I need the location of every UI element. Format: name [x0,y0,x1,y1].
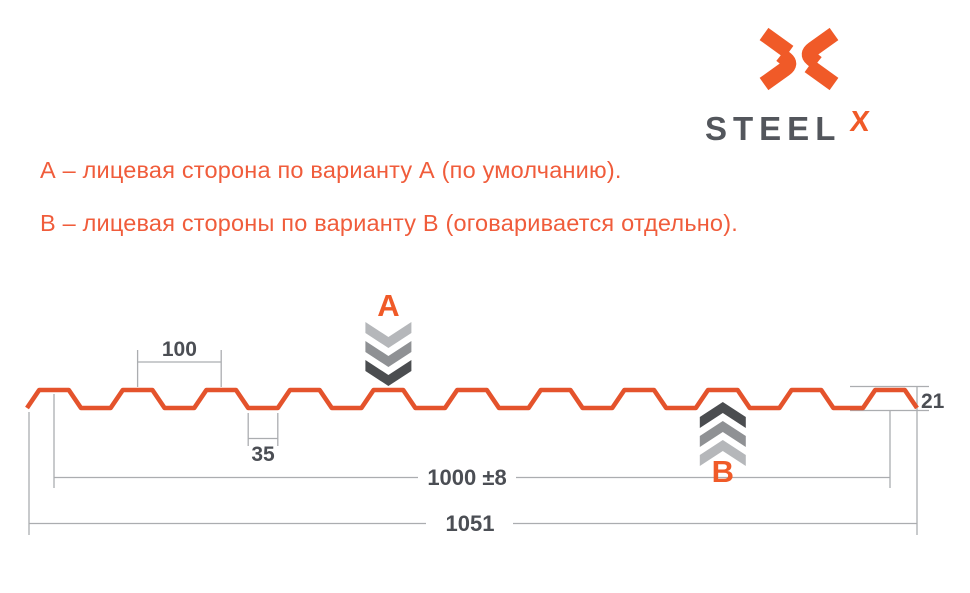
dim-height-label: 21 [921,390,945,413]
brand-name: STEEL [705,110,842,147]
logo-arm-se [804,59,839,91]
logo-hook-sw [759,49,797,91]
logo-hook-ne [801,27,839,69]
marker-a-group: A [365,288,412,386]
brand-wordmark: STEEL X [705,106,871,148]
logo-arm-nw [759,27,794,59]
dim-overall-label: 1051 [446,511,495,536]
dim-height-group: 21 [850,385,945,413]
chevron-down-icon [365,322,412,386]
dim-valley-label: 35 [251,443,275,466]
steelx-mark-icon [759,27,839,91]
note-line-a: А – лицевая сторона по варианту А (по ум… [40,157,622,183]
dim-pitch-label: 100 [162,338,197,361]
dim-pitch-group: 100 [136,338,222,387]
chevron-up-icon [699,402,746,466]
marker-b-group: B [699,402,746,489]
marker-b-label: B [712,454,734,489]
profile-outline [25,387,919,411]
marker-a-label: A [377,288,399,323]
dim-valley-group: 35 [247,413,279,466]
dim-cover-group: 1000 ±8 [53,394,891,490]
dim-cover-label: 1000 ±8 [427,465,506,490]
note-line-b: В – лицевая стороны по варианту В (огова… [40,210,738,236]
dim-overall-group: 1051 [28,387,918,536]
